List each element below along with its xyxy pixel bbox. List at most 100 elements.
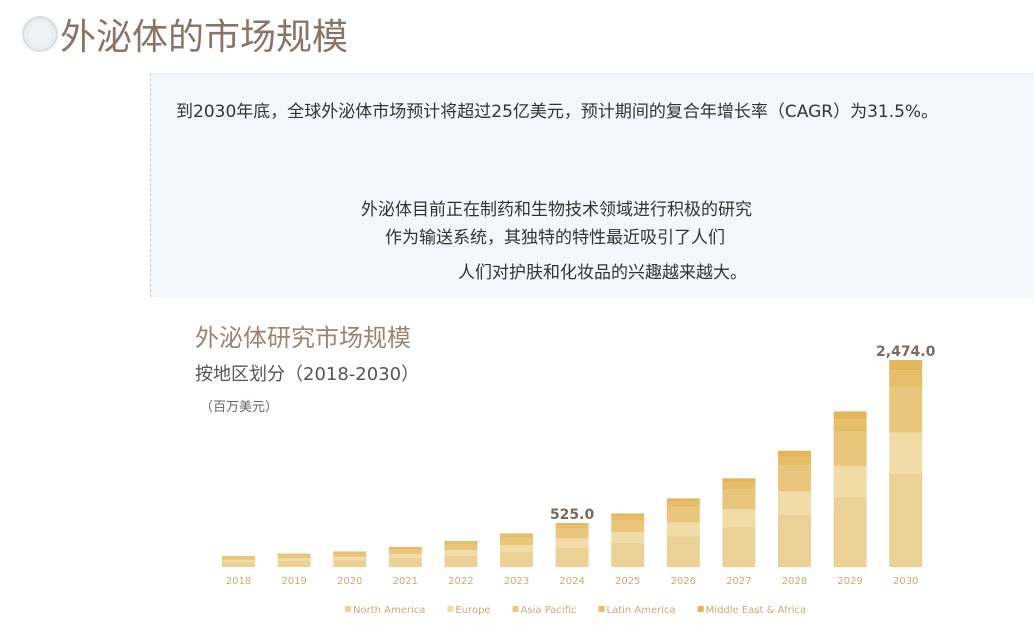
bar-segment-europe-2020	[333, 556, 367, 561]
title-text: 外泌体的市场规模	[60, 17, 349, 58]
x-tick-label: 2019	[281, 576, 306, 587]
bar-segment-asia-pacific-2024	[555, 528, 589, 539]
intro-box: 到2030年底，全球外泌体市场预计将超过25亿美元，预计期间的复合年增长率（CA…	[150, 73, 1034, 297]
legend-label: Asia Pacific	[521, 605, 577, 616]
bar-segment-middle-east-africa-2027	[722, 478, 756, 483]
bar-segment-middle-east-africa-2025	[611, 513, 645, 517]
bar-segment-middle-east-africa-2019	[277, 553, 311, 555]
bar-segment-north-america-2023	[500, 551, 533, 567]
bar-segment-asia-pacific-2023	[500, 537, 533, 546]
bar-segment-asia-pacific-2029	[833, 431, 867, 466]
legend-label: Middle East & Africa	[706, 605, 806, 616]
bar-segment-north-america-2028	[778, 514, 811, 567]
x-tick-label: 2026	[671, 576, 696, 587]
bar-segment-middle-east-africa-2018	[222, 556, 255, 557]
bar-segment-asia-pacific-2018	[222, 557, 255, 560]
x-tick-label: 2022	[448, 576, 473, 587]
bar-segment-latin-america-2020	[333, 552, 367, 554]
bar-segment-latin-america-2024	[555, 525, 589, 529]
bar-segment-europe-2024	[555, 538, 589, 548]
bar-segment-middle-east-africa-2023	[500, 533, 533, 536]
data-label: 525.0	[550, 507, 595, 523]
bar-segment-north-america-2025	[611, 542, 645, 567]
bar-segment-europe-2025	[611, 532, 645, 543]
bar-segment-middle-east-africa-2026	[666, 498, 700, 502]
bar-segment-europe-2021	[388, 553, 422, 558]
bar-segment-latin-america-2026	[666, 501, 700, 508]
bar-segment-latin-america-2028	[778, 456, 811, 466]
x-tick-label: 2023	[504, 576, 529, 587]
bar-segment-north-america-2029	[833, 496, 867, 567]
chart-unit: （百万美元）	[200, 400, 279, 415]
bar-segment-asia-pacific-2027	[722, 489, 756, 510]
x-tick-label: 2029	[837, 576, 862, 587]
bar-segment-asia-pacific-2028	[778, 465, 811, 492]
chart-title: 外泌体研究市场规模	[195, 324, 411, 352]
bar-segment-middle-east-africa-2022	[444, 541, 478, 543]
x-tick-label: 2027	[726, 576, 751, 587]
legend-swatch	[512, 606, 519, 612]
bar-segment-north-america-2030	[889, 473, 923, 567]
x-tick-label: 2024	[559, 576, 584, 587]
bar-segment-latin-america-2030	[889, 370, 923, 387]
bar-segment-north-america-2027	[722, 527, 756, 567]
legend-swatch	[345, 606, 351, 612]
x-tick-label: 2025	[615, 576, 640, 587]
data-label: 2,474.0	[876, 344, 936, 360]
bar-segment-middle-east-africa-2024	[555, 523, 589, 526]
bar-segment-asia-pacific-2020	[333, 553, 367, 557]
intro-paragraph: 到2030年底，全球外泌体市场预计将超过25亿美元，预计期间的复合年增长率（CA…	[176, 102, 939, 122]
bar-segment-middle-east-africa-2021	[388, 546, 422, 548]
bar-segment-asia-pacific-2030	[889, 386, 923, 433]
legend-label: Europe	[455, 605, 490, 616]
bar-segment-europe-2029	[833, 465, 867, 497]
legend-label: North America	[353, 605, 425, 616]
bar-segment-asia-pacific-2022	[444, 544, 478, 551]
page-title: 外泌体的市场规模	[22, 8, 348, 60]
bar-segment-north-america-2026	[666, 536, 700, 567]
bar-segment-north-america-2020	[333, 560, 367, 567]
bar-segment-latin-america-2022	[444, 542, 478, 545]
bar-segment-asia-pacific-2019	[277, 555, 311, 559]
bar-segment-latin-america-2025	[611, 516, 645, 521]
bar-segment-middle-east-africa-2030	[889, 360, 923, 371]
bar-segment-middle-east-africa-2028	[778, 450, 811, 457]
bar-segment-europe-2023	[500, 545, 533, 552]
bar-segment-north-america-2019	[277, 560, 311, 567]
bar-segment-middle-east-africa-2020	[333, 551, 367, 553]
bar-segment-latin-america-2019	[277, 554, 311, 556]
bar-segment-europe-2019	[277, 558, 311, 561]
x-tick-label: 2021	[393, 576, 418, 587]
x-tick-label: 2030	[893, 576, 918, 587]
intro-center-line: 人们对护肤和化妆品的兴趣越来越大。	[458, 263, 747, 283]
bar-segment-north-america-2018	[222, 562, 255, 567]
bar-segment-latin-america-2029	[833, 419, 867, 432]
bar-segment-latin-america-2023	[500, 535, 533, 538]
x-tick-label: 2028	[782, 576, 807, 587]
chart-subtitle: 按地区划分（2018-2030）	[195, 364, 420, 385]
bar-segment-middle-east-africa-2029	[833, 411, 867, 420]
legend-swatch	[447, 606, 454, 612]
bar-segment-europe-2030	[889, 432, 923, 474]
x-tick-label: 2020	[337, 576, 362, 587]
bar-segment-europe-2022	[444, 550, 478, 556]
bar-segment-asia-pacific-2025	[611, 520, 645, 533]
bar-segment-asia-pacific-2026	[666, 507, 700, 523]
bar-segment-europe-2027	[722, 509, 756, 528]
x-tick-label: 2018	[226, 576, 251, 587]
bar-segment-europe-2018	[222, 559, 255, 563]
bar-segment-europe-2026	[666, 522, 700, 537]
bar-segment-north-america-2021	[388, 557, 422, 567]
bar-segment-latin-america-2018	[222, 556, 255, 558]
bar-segment-asia-pacific-2021	[388, 549, 422, 554]
bar-segment-europe-2028	[778, 491, 811, 515]
bar-segment-north-america-2022	[444, 555, 478, 567]
legend-label: Latin America	[607, 605, 676, 616]
intro-center-line: 外泌体目前正在制药和生物技术领域进行积极的研究	[361, 200, 752, 220]
bar-segment-latin-america-2021	[388, 547, 422, 550]
legend-swatch	[697, 606, 704, 612]
legend-swatch	[598, 606, 605, 612]
intro-center-line: 作为输送系统，其独特的特性最近吸引了人们	[385, 228, 725, 248]
exosome-icon	[22, 16, 58, 52]
